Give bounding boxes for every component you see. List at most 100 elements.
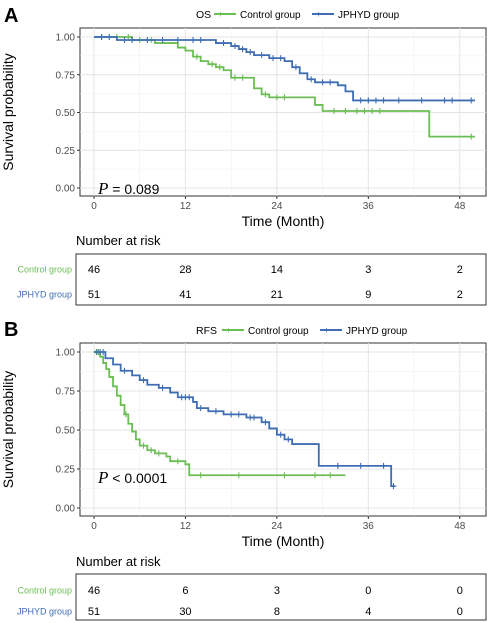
y-tick-label: 0.75: [56, 387, 76, 398]
legend-label: JPHYD group: [338, 10, 400, 21]
series-jphyd-group: [94, 34, 475, 104]
risk-count: 3: [274, 585, 280, 597]
risk-table-box: [75, 253, 487, 306]
censor-mark: [468, 133, 475, 140]
risk-count: 46: [88, 585, 100, 597]
risk-count: 4: [365, 606, 371, 618]
censor-mark: [277, 431, 284, 438]
x-tick-label: 24: [271, 201, 283, 212]
censor-mark: [235, 411, 242, 418]
y-tick-label: 0.00: [56, 504, 76, 515]
panel-letter: B: [4, 319, 18, 341]
x-tick-label: 48: [454, 521, 466, 532]
censor-mark: [220, 40, 227, 47]
censor-mark: [327, 79, 334, 86]
x-tick-label: 24: [271, 521, 283, 532]
censor-mark: [262, 419, 269, 426]
survival-step-line: [94, 36, 475, 138]
censor-mark: [193, 53, 200, 60]
p-value-annotation: P = 0.089: [97, 179, 160, 198]
censor-mark: [159, 37, 166, 44]
censor-mark: [174, 458, 181, 465]
x-tick-label: 0: [91, 521, 97, 532]
censor-mark: [251, 414, 258, 421]
legend-title: OS: [196, 9, 211, 21]
grid-lines: [80, 28, 486, 196]
censor-mark: [369, 107, 376, 114]
censor-mark: [140, 377, 147, 384]
legend-swatch-plus: +: [324, 326, 329, 336]
censor-mark: [258, 52, 265, 59]
censor-mark: [319, 79, 326, 86]
censor-mark: [239, 74, 246, 81]
x-tick-label: 36: [363, 201, 375, 212]
censor-mark: [273, 94, 280, 101]
censor-mark: [228, 411, 235, 418]
censor-mark: [98, 34, 105, 40]
censor-mark: [140, 442, 147, 449]
legend-swatch-plus: +: [316, 10, 321, 20]
censor-mark: [468, 97, 475, 104]
censor-mark: [308, 76, 315, 83]
censor-mark: [357, 97, 364, 104]
censor-mark: [197, 405, 204, 412]
y-tick-label: 0.50: [56, 108, 76, 119]
censor-mark: [190, 37, 197, 44]
censor-mark: [418, 97, 425, 104]
legend-swatch-plus: +: [218, 10, 223, 20]
risk-row-label: Control group: [17, 586, 72, 596]
risk-count: 3: [365, 264, 371, 276]
censor-mark: [129, 37, 136, 44]
censor-mark: [197, 472, 204, 479]
censor-mark: [342, 107, 349, 114]
censor-mark: [331, 107, 338, 114]
censor-mark: [334, 462, 341, 469]
risk-row-label: Control group: [17, 265, 72, 275]
x-axis-label: Time (Month): [242, 213, 325, 229]
censor-mark: [106, 34, 113, 40]
censor-mark: [357, 462, 364, 469]
risk-table: Number at risk Control group 46 28 14 3 2 JPHYD…: [17, 233, 487, 306]
x-tick-label: 48: [454, 201, 466, 212]
censor-mark: [239, 46, 246, 53]
legend-title: RFS: [196, 325, 217, 337]
risk-count: 14: [271, 264, 283, 276]
censor-mark: [212, 408, 219, 415]
legend: RFS + Control group + JPHYD group: [196, 325, 408, 337]
y-tick-label: 0.50: [56, 426, 76, 437]
censor-mark: [281, 94, 288, 101]
risk-count: 8: [274, 606, 280, 618]
p-value-text: = 0.089: [108, 181, 159, 197]
risk-count: 2: [457, 264, 463, 276]
risk-count: 0: [457, 606, 463, 618]
y-tick-label: 0.00: [56, 184, 76, 195]
censor-mark: [285, 436, 292, 443]
p-value-annotation: P < 0.0001: [97, 468, 167, 487]
x-tick-label: 0: [91, 201, 97, 212]
censor-mark: [311, 472, 318, 479]
risk-count: 0: [365, 585, 371, 597]
panel-letter: A: [4, 5, 18, 27]
censor-mark: [155, 450, 162, 457]
censor-mark: [277, 55, 284, 62]
risk-count: 51: [88, 606, 100, 618]
y-tick-label: 0.25: [56, 146, 76, 157]
survival-step-line: [94, 351, 346, 477]
risk-table-title: Number at risk: [76, 554, 161, 569]
y-axis-label: Survival probability: [0, 371, 16, 489]
censor-mark: [441, 97, 448, 104]
risk-count: 6: [182, 585, 188, 597]
censor-mark: [100, 349, 107, 355]
series-jphyd-group: [94, 349, 397, 490]
p-value-text: < 0.0001: [108, 470, 167, 486]
censor-mark: [174, 37, 181, 44]
risk-count: 21: [271, 289, 283, 301]
legend-swatch-plus: +: [226, 326, 231, 336]
risk-table-box: [75, 573, 487, 621]
risk-row-label: JPHYD group: [17, 290, 72, 300]
censor-mark: [390, 483, 397, 490]
x-axis-label: Time (Month): [242, 533, 325, 549]
